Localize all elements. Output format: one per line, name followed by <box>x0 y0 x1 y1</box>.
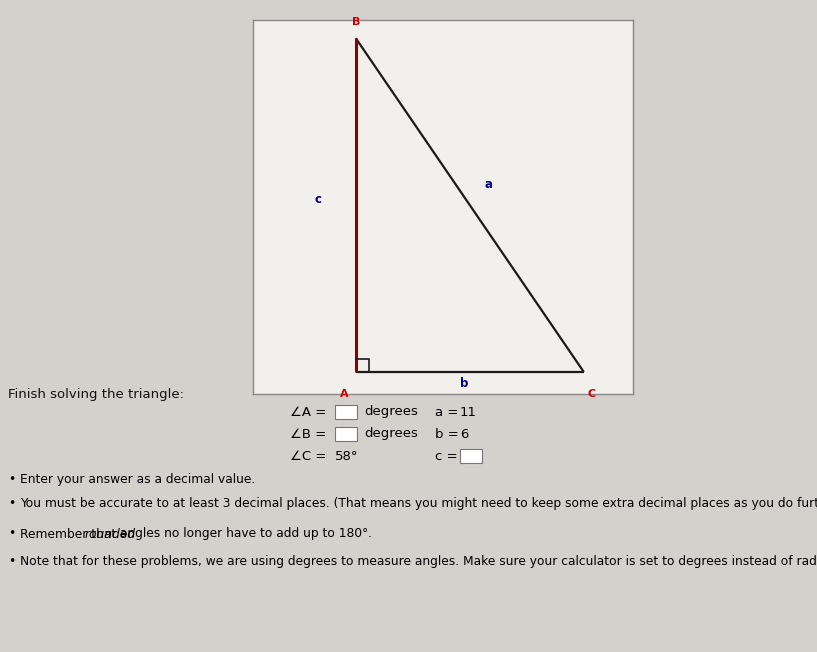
Text: Enter your answer as a decimal value.: Enter your answer as a decimal value. <box>20 473 255 486</box>
Text: ∠A =: ∠A = <box>290 406 326 419</box>
Text: c =: c = <box>435 449 458 462</box>
Text: 6: 6 <box>460 428 468 441</box>
Text: •: • <box>8 527 16 541</box>
Text: •: • <box>8 556 16 569</box>
Text: Finish solving the triangle:: Finish solving the triangle: <box>8 388 184 401</box>
Bar <box>335 405 357 419</box>
Text: ∠B =: ∠B = <box>290 428 326 441</box>
Text: degrees: degrees <box>364 406 417 419</box>
Text: You must be accurate to at least 3 decimal places. (That means you might need to: You must be accurate to at least 3 decim… <box>20 497 817 511</box>
Text: •: • <box>8 473 16 486</box>
Text: ∠C =: ∠C = <box>290 449 326 462</box>
Text: degrees: degrees <box>364 428 417 441</box>
Text: b =: b = <box>435 428 459 441</box>
Text: a: a <box>484 178 493 191</box>
Text: a =: a = <box>435 406 458 419</box>
Bar <box>460 449 482 463</box>
Text: 58°: 58° <box>335 449 359 462</box>
Text: Remember that: Remember that <box>20 527 120 541</box>
Text: b: b <box>460 377 468 390</box>
Text: C: C <box>587 389 596 399</box>
Text: B: B <box>351 17 360 27</box>
Text: rounded: rounded <box>84 527 135 541</box>
Text: c: c <box>315 193 321 206</box>
Bar <box>335 427 357 441</box>
Text: A: A <box>340 389 349 399</box>
Text: angles no longer have to add up to 180°.: angles no longer have to add up to 180°. <box>116 527 372 541</box>
Text: •: • <box>8 497 16 511</box>
Text: Note that for these problems, we are using degrees to measure angles. Make sure : Note that for these problems, we are usi… <box>20 556 817 569</box>
Text: 11: 11 <box>460 406 477 419</box>
